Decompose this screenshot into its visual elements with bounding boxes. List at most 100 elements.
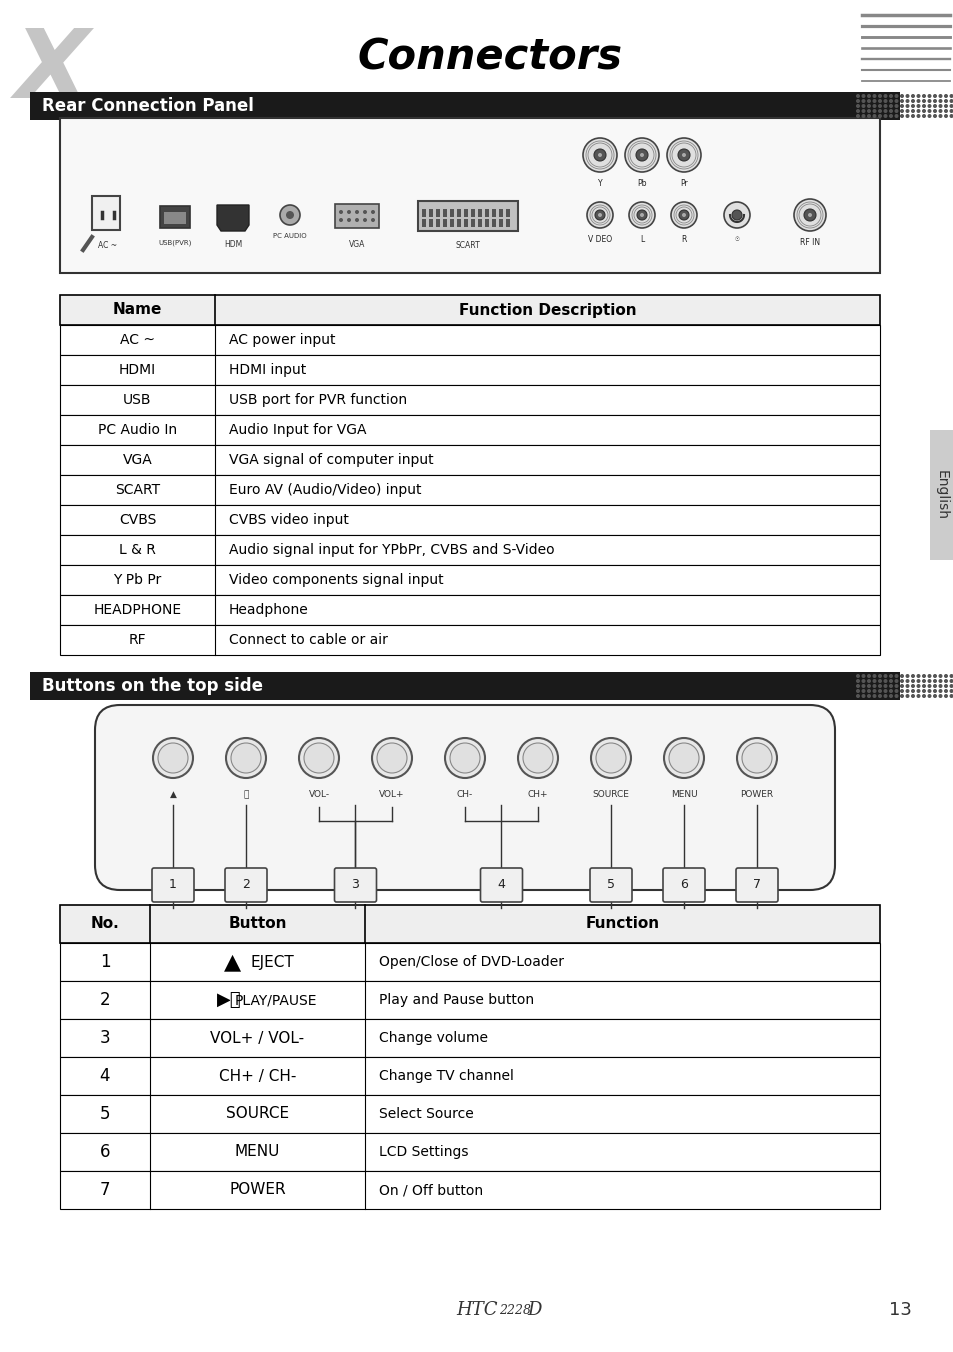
Circle shape [856, 675, 859, 677]
Circle shape [905, 110, 908, 112]
Circle shape [900, 680, 902, 683]
Bar [60, 324, 879, 356]
Text: Function: Function [585, 917, 659, 932]
Circle shape [900, 115, 902, 118]
Circle shape [894, 684, 897, 687]
Circle shape [226, 738, 266, 777]
Circle shape [894, 95, 897, 97]
Circle shape [894, 680, 897, 683]
Circle shape [883, 104, 886, 107]
Circle shape [927, 695, 930, 698]
Circle shape [943, 95, 946, 97]
Text: PC Audio In: PC Audio In [98, 423, 177, 437]
Circle shape [883, 695, 886, 698]
Circle shape [889, 110, 891, 112]
Bar [450, 210, 454, 218]
Circle shape [927, 115, 930, 118]
Circle shape [889, 104, 891, 107]
Bar [60, 535, 879, 565]
Bar [442, 219, 447, 227]
Circle shape [862, 684, 863, 687]
Text: Connect to cable or air: Connect to cable or air [229, 633, 388, 648]
Circle shape [862, 690, 863, 692]
Circle shape [338, 218, 343, 222]
Text: CH-: CH- [456, 790, 473, 799]
Bar [436, 210, 439, 218]
Circle shape [927, 680, 930, 683]
Circle shape [889, 680, 891, 683]
Bar [153, 869, 192, 900]
Bar [477, 210, 481, 218]
Circle shape [883, 100, 886, 103]
Circle shape [522, 744, 553, 773]
Circle shape [286, 211, 294, 219]
Circle shape [867, 110, 869, 112]
Circle shape [933, 95, 935, 97]
Circle shape [595, 210, 604, 220]
Bar [484, 219, 489, 227]
Text: PLAY/PAUSE: PLAY/PAUSE [234, 992, 316, 1007]
Text: 3: 3 [352, 879, 359, 891]
Circle shape [916, 675, 919, 677]
Text: VGA: VGA [123, 453, 152, 466]
Circle shape [911, 95, 913, 97]
Circle shape [872, 680, 875, 683]
Circle shape [883, 95, 886, 97]
Text: Pb: Pb [637, 178, 646, 188]
Bar [60, 982, 879, 1019]
Circle shape [938, 684, 941, 687]
Circle shape [894, 675, 897, 677]
Circle shape [933, 680, 935, 683]
Circle shape [905, 695, 908, 698]
Circle shape [598, 153, 601, 157]
Text: MENU: MENU [670, 790, 697, 799]
Text: Connectors: Connectors [357, 37, 622, 78]
Circle shape [916, 104, 919, 107]
Circle shape [916, 680, 919, 683]
Circle shape [793, 199, 825, 231]
Circle shape [949, 104, 952, 107]
Text: RF: RF [129, 633, 146, 648]
Text: 3: 3 [99, 1029, 111, 1046]
Circle shape [872, 115, 875, 118]
Text: 2: 2 [99, 991, 111, 1009]
Text: Y Pb Pr: Y Pb Pr [113, 573, 161, 587]
Circle shape [894, 110, 897, 112]
Circle shape [933, 110, 935, 112]
Text: USB(PVR): USB(PVR) [158, 241, 192, 246]
FancyBboxPatch shape [95, 704, 834, 890]
Bar [505, 210, 510, 218]
Circle shape [938, 100, 941, 103]
Text: CVBS: CVBS [119, 512, 156, 527]
Circle shape [916, 695, 919, 698]
Circle shape [943, 680, 946, 683]
Circle shape [872, 690, 875, 692]
Text: ▲: ▲ [170, 790, 176, 799]
Circle shape [911, 115, 913, 118]
Circle shape [363, 218, 367, 222]
Circle shape [922, 110, 924, 112]
Circle shape [878, 695, 881, 698]
Text: R: R [680, 235, 686, 243]
Text: No.: No. [91, 917, 119, 932]
Circle shape [372, 738, 412, 777]
Bar [456, 219, 460, 227]
Circle shape [582, 138, 617, 172]
Circle shape [911, 104, 913, 107]
Circle shape [867, 100, 869, 103]
Text: POWER: POWER [740, 790, 773, 799]
Text: VOL-: VOL- [308, 790, 329, 799]
Text: MENU: MENU [234, 1145, 280, 1160]
Circle shape [878, 690, 881, 692]
Circle shape [639, 214, 643, 218]
Circle shape [867, 684, 869, 687]
Bar [471, 210, 475, 218]
Text: On / Off button: On / Off button [378, 1183, 482, 1197]
Bar [471, 219, 475, 227]
Bar [335, 204, 378, 228]
Text: HEADPHONE: HEADPHONE [93, 603, 181, 617]
Bar [160, 206, 190, 228]
Circle shape [927, 100, 930, 103]
Bar [227, 869, 265, 900]
Circle shape [943, 684, 946, 687]
